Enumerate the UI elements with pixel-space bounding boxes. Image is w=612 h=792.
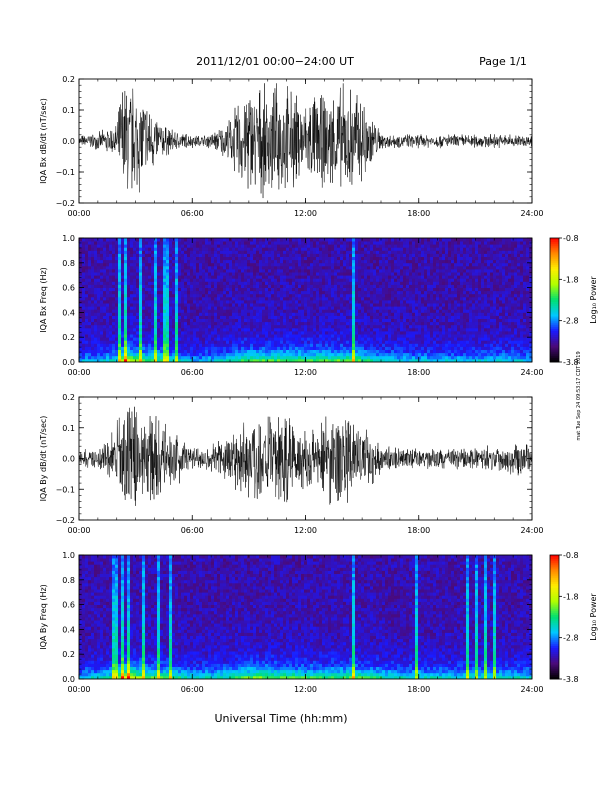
panel-4: -0.8 -1.8 -2.8 -3.8 Log₁₀ Power 00:00 06:00 12:… bbox=[39, 551, 598, 694]
panel-3: 00:00 06:00 12:00 18:00 24:00 0.2 0.1 0.0 −0.1 −0… bbox=[39, 393, 544, 535]
y-tick-label: 0.0 bbox=[62, 675, 75, 684]
y-tick-label: 0.6 bbox=[62, 601, 75, 610]
y-tick-label: 0.4 bbox=[62, 308, 75, 317]
y-tick-label: 0.6 bbox=[62, 284, 75, 293]
y-tick-label: 0.1 bbox=[62, 106, 75, 115]
colorbar: -0.8 -1.8 -2.8 -3.8 Log₁₀ Power bbox=[549, 234, 598, 367]
x-tick-label: 12:00 bbox=[294, 209, 317, 218]
colorbar-label: Log₁₀ Power bbox=[589, 593, 598, 641]
side-note: mat Tue Sep 24 09:53:17 CDT 2019 bbox=[576, 351, 582, 440]
x-tick-label: 18:00 bbox=[407, 685, 430, 694]
x-tick-label: 06:00 bbox=[181, 368, 204, 377]
y-axis-label: IQA By Freq (Hz) bbox=[39, 584, 48, 650]
x-tick-label: 12:00 bbox=[294, 526, 317, 535]
y-tick-label: 0.0 bbox=[62, 358, 75, 367]
x-tick-label: 12:00 bbox=[294, 368, 317, 377]
y-tick-label: 1.0 bbox=[62, 551, 75, 560]
colorbar-tick-label: -1.8 bbox=[563, 592, 579, 601]
x-tick-label: 24:00 bbox=[520, 685, 543, 694]
trace-line bbox=[79, 83, 532, 199]
y-tick-label: 0.2 bbox=[62, 393, 75, 402]
y-tick-label: −0.2 bbox=[56, 199, 75, 208]
y-tick-label: 1.0 bbox=[62, 234, 75, 243]
y-tick-label: 0.2 bbox=[62, 333, 75, 342]
x-tick-label: 24:00 bbox=[520, 368, 543, 377]
y-tick-label: −0.2 bbox=[56, 516, 75, 525]
colorbar-tick-label: -2.8 bbox=[563, 317, 579, 326]
colorbar-tick-label: -0.8 bbox=[563, 234, 579, 243]
colorbar-label: Log₁₀ Power bbox=[589, 276, 598, 324]
colorbar-tick-label: -1.8 bbox=[563, 275, 579, 284]
panel-2: -0.8 -1.8 -2.8 -3.8 Log₁₀ Power 00:00 06:00 12:… bbox=[39, 234, 598, 377]
colorbar-tick-label: -3.8 bbox=[563, 675, 579, 684]
y-tick-label: 0.0 bbox=[62, 137, 75, 146]
x-tick-label: 06:00 bbox=[181, 685, 204, 694]
x-axis-label: Universal Time (hh:mm) bbox=[215, 712, 348, 725]
y-tick-label: 0.8 bbox=[62, 259, 75, 268]
colorbar-tick-label: -2.8 bbox=[563, 634, 579, 643]
panels: 00:00 06:00 12:00 18:00 24:00 0.2 0.1 0.0 −0.1 −0… bbox=[39, 75, 598, 694]
y-tick-label: 0.2 bbox=[62, 650, 75, 659]
y-axis-label: IQA By dB/dt (nT/sec) bbox=[39, 416, 48, 502]
y-tick-label: 0.4 bbox=[62, 625, 75, 634]
panel-1: 00:00 06:00 12:00 18:00 24:00 0.2 0.1 0.0 −0.1 −0… bbox=[39, 75, 544, 218]
x-tick-label: 00:00 bbox=[67, 368, 90, 377]
colorbar-tick-label: -0.8 bbox=[563, 551, 579, 560]
x-tick-label: 00:00 bbox=[67, 526, 90, 535]
y-axis-label: IQA Bx dB/dt (nT/sec) bbox=[39, 98, 48, 184]
x-tick-label: 18:00 bbox=[407, 209, 430, 218]
page-number: Page 1/1 bbox=[479, 55, 527, 68]
x-tick-label: 06:00 bbox=[181, 209, 204, 218]
x-tick-label: 24:00 bbox=[520, 526, 543, 535]
y-tick-label: −0.1 bbox=[56, 168, 75, 177]
colorbar-tick-label: -3.8 bbox=[563, 358, 579, 367]
x-tick-label: 00:00 bbox=[67, 685, 90, 694]
colorbar: -0.8 -1.8 -2.8 -3.8 Log₁₀ Power bbox=[549, 551, 598, 684]
y-tick-label: 0.1 bbox=[62, 424, 75, 433]
y-tick-label: −0.1 bbox=[56, 485, 75, 494]
x-tick-label: 12:00 bbox=[294, 685, 317, 694]
x-tick-label: 18:00 bbox=[407, 526, 430, 535]
x-tick-label: 18:00 bbox=[407, 368, 430, 377]
y-axis-label: IQA Bx Freq (Hz) bbox=[39, 267, 48, 333]
x-tick-label: 06:00 bbox=[181, 526, 204, 535]
x-tick-label: 24:00 bbox=[520, 209, 543, 218]
y-tick-label: 0.2 bbox=[62, 75, 75, 84]
spectrogram bbox=[79, 555, 532, 679]
spectrogram bbox=[79, 238, 532, 362]
y-tick-label: 0.8 bbox=[62, 576, 75, 585]
chart-title: 2011/12/01 00:00−24:00 UT bbox=[196, 55, 354, 68]
y-tick-label: 0.0 bbox=[62, 455, 75, 464]
trace-line bbox=[79, 406, 532, 506]
x-tick-label: 00:00 bbox=[67, 209, 90, 218]
